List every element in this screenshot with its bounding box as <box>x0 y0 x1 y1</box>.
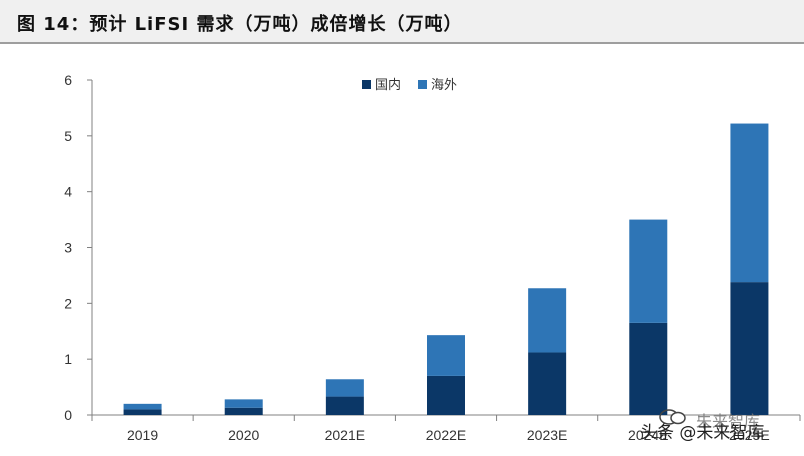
y-tick-label: 5 <box>64 128 72 144</box>
y-tick-label: 0 <box>64 407 72 423</box>
title-bar: 图 14：预计 LiFSI 需求（万吨）成倍增长（万吨） <box>0 0 804 44</box>
x-tick-label: 2024E <box>628 427 668 443</box>
x-tick-label: 2025E <box>729 427 769 443</box>
chat-bubble-icon <box>659 409 686 425</box>
legend-label-overseas: 海外 <box>431 78 457 93</box>
y-tick-label: 3 <box>64 240 72 256</box>
stacked-bar-chart: 0 1 2 3 4 5 6 2019 2020 2021E 2022E 2023E 2024E 2025… <box>64 72 801 443</box>
legend: 国内 海外 <box>362 77 457 93</box>
x-tick-label: 2023E <box>527 427 567 443</box>
bar-overseas-2022E <box>427 335 465 376</box>
watermark: 头条 @未来智库 <box>640 423 765 443</box>
x-tick-label: 2021E <box>325 427 365 443</box>
y-tick-label: 6 <box>64 72 72 88</box>
bar-domestic-2019 <box>123 409 162 415</box>
bar-domestic-2022E <box>427 375 465 415</box>
bar-overseas-2025E <box>730 123 769 283</box>
y-tick-label: 1 <box>64 351 72 367</box>
bar-domestic-2025E <box>730 282 769 415</box>
bar-domestic-2020 <box>224 407 263 415</box>
y-axis: 0 1 2 3 4 5 6 <box>64 72 93 423</box>
x-tick-label: 2019 <box>127 427 158 443</box>
y-tick-label: 4 <box>64 184 72 200</box>
bar-overseas-2019 <box>123 403 162 410</box>
bar-series <box>123 123 769 415</box>
bar-overseas-2024E <box>629 219 668 323</box>
watermark-faint: 未来智库 <box>696 412 761 431</box>
chart-title: 图 14：预计 LiFSI 需求（万吨）成倍增长（万吨） <box>17 14 463 35</box>
legend-swatch-overseas <box>418 80 427 89</box>
legend-swatch-domestic <box>362 80 371 89</box>
bar-overseas-2023E <box>528 288 567 353</box>
bar-overseas-2020 <box>224 399 263 408</box>
x-axis: 2019 2020 2021E 2022E 2023E 2024E 2025E <box>91 414 801 443</box>
bar-domestic-2024E <box>629 322 668 415</box>
bar-domestic-2023E <box>528 352 567 415</box>
legend-label-domestic: 国内 <box>375 77 401 93</box>
x-tick-label: 2022E <box>426 427 466 443</box>
bar-domestic-2021E <box>325 396 364 415</box>
x-tick-label: 2020 <box>228 427 259 443</box>
y-tick-label: 2 <box>64 295 72 311</box>
bar-overseas-2021E <box>325 379 364 397</box>
